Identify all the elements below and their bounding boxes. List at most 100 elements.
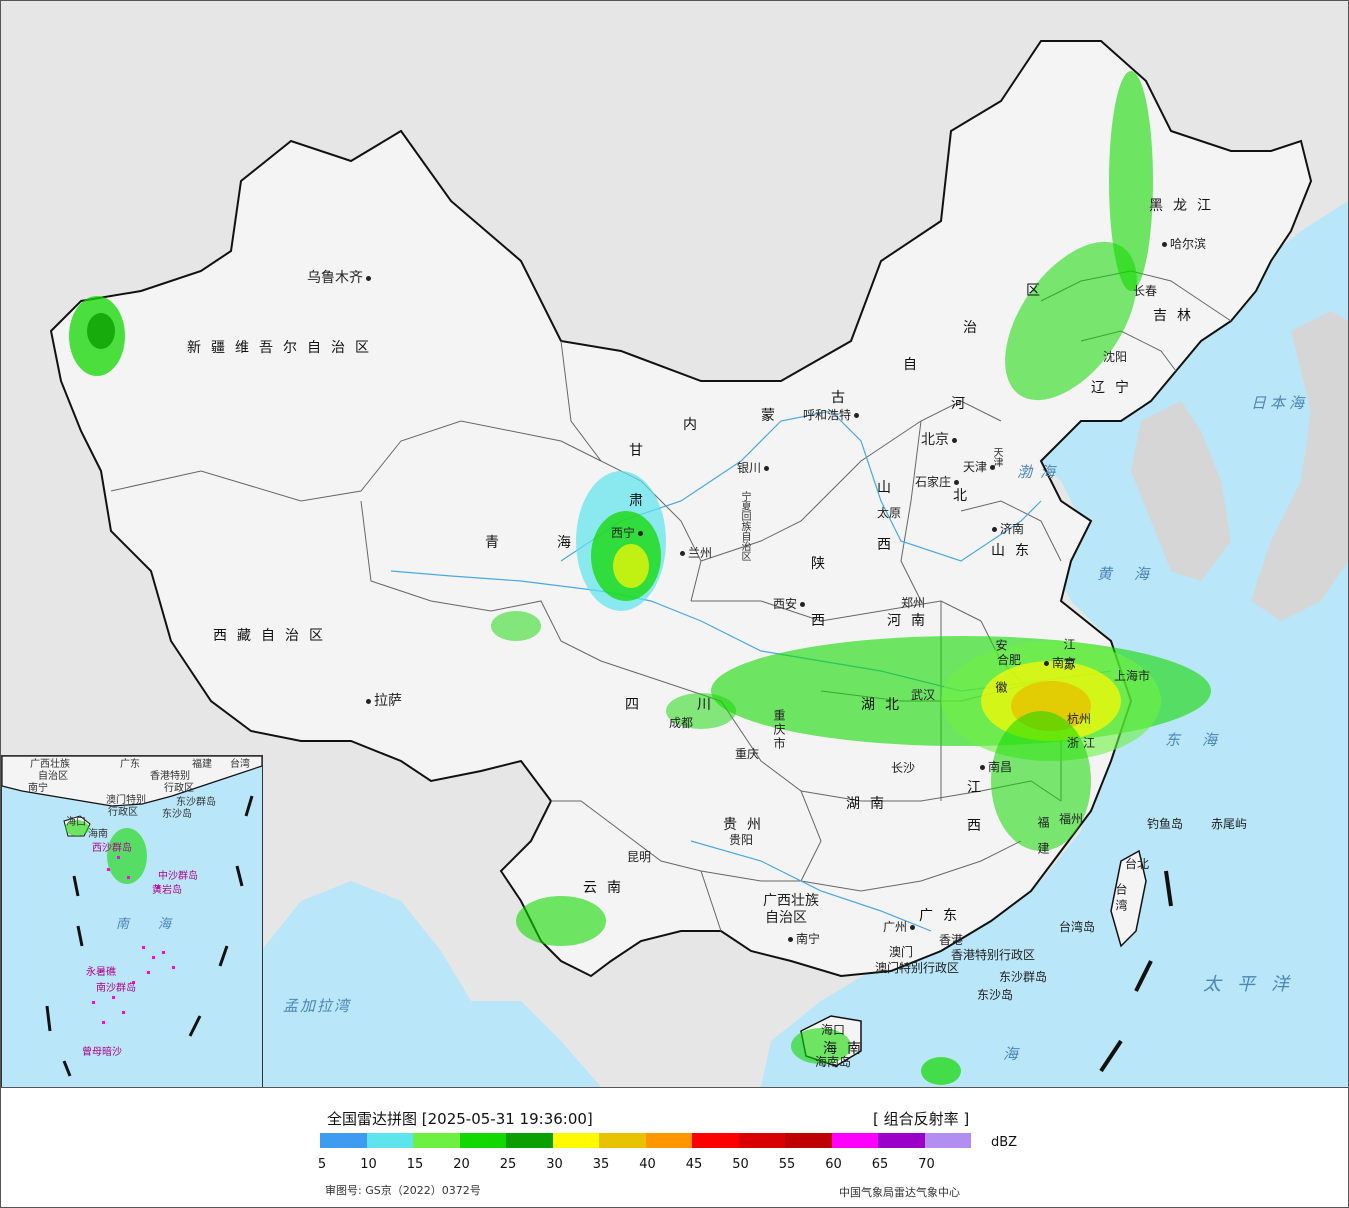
city-label: 乌鲁木齐 (307, 271, 374, 285)
color-swatch (552, 1133, 599, 1148)
legend-area: 全国雷达拼图 [2025-05-31 19:36:00] [ 组合反射率 ] d… (1, 1088, 1348, 1207)
color-swatch (692, 1133, 739, 1148)
color-swatch (366, 1133, 413, 1148)
province-label: 新疆维吾尔自治区 (187, 340, 379, 356)
credit-label: 中国气象局雷达气象中心 (839, 1186, 960, 1199)
scale-tick-label: 25 (499, 1157, 517, 1172)
city-label: 郑州 (901, 596, 926, 610)
sea-bay-of-bengal (261, 881, 601, 1087)
inset-label: 曾母暗沙 (82, 1047, 122, 1058)
scale-tick-label: 15 (406, 1157, 424, 1172)
island-label: 赤尾屿 (1211, 817, 1248, 831)
province-label: 重庆市 (772, 709, 786, 751)
province-label: 上海市 (1114, 669, 1151, 683)
city-label: 济南 (989, 523, 1024, 535)
color-swatch (785, 1133, 832, 1148)
sea-label: 东海 (1165, 731, 1240, 749)
city-label: 长春 (1133, 284, 1158, 298)
city-label: 台北 (1125, 857, 1150, 871)
city-label: 沈阳 (1103, 350, 1128, 364)
map-area[interactable]: 新疆维吾尔自治区 西藏自治区 青 海 甘 内 蒙 古 自 治 区 黑龙江 吉林 … (1, 1, 1348, 1088)
inset-label: 行政区 (108, 807, 138, 818)
province-label: 河南 (887, 613, 935, 629)
city-label: 昆明 (627, 850, 652, 864)
korea-land (1131, 401, 1231, 581)
sea-label: 日本海 (1251, 394, 1309, 412)
island-label: 东沙群岛 (999, 970, 1048, 984)
inset-canvas (2, 756, 262, 1077)
inset-islands (92, 856, 175, 1024)
province-label: 北 (953, 488, 977, 504)
sea-label: 海 (1003, 1045, 1027, 1063)
city-label: 福州 (1059, 812, 1084, 826)
inset-label: 西沙群岛 (92, 843, 132, 854)
province-label: 西 (811, 613, 835, 629)
province-label: 西 (877, 537, 901, 553)
sea-label: 黄海 (1097, 565, 1172, 583)
province-label: 安徽 (994, 639, 1008, 723)
inset-label: 广东 (120, 759, 140, 770)
city-label: 合肥 (997, 653, 1022, 667)
city-label: 重庆 (735, 747, 760, 761)
city-label: 广州 (883, 921, 918, 933)
sea-label: 孟加拉湾 (283, 997, 352, 1015)
inset-label: 台湾 (230, 759, 250, 770)
scale-tick-label: 60 (825, 1157, 842, 1172)
province-label: 区 (1026, 283, 1050, 299)
city-label: 贵阳 (729, 833, 754, 847)
city-label: 天津 (963, 461, 998, 473)
island-label: 钓鱼岛 (1147, 817, 1184, 831)
inset-label: 中沙群岛 (158, 871, 198, 882)
inset-label: 香港特别 (150, 771, 190, 782)
scale-tick-label: 55 (778, 1157, 796, 1172)
province-label: 江 (967, 780, 991, 796)
province-label: 山东 (991, 543, 1039, 559)
province-label: 贵州 (723, 817, 771, 833)
color-scale-bar (320, 1133, 971, 1148)
scale-tick-label: 40 (639, 1157, 656, 1172)
map-canvas (49, 40, 1348, 1087)
inset-label: 福建 (192, 759, 212, 770)
province-label: 内 (683, 417, 707, 433)
inset-land (2, 756, 262, 807)
city-label: 北京 (921, 433, 960, 447)
inset-label: 海口 (66, 817, 86, 828)
inset-label: 行政区 (164, 783, 194, 794)
province-label: 广西壮族 (763, 893, 819, 909)
south-china-sea-inset: 广西壮族 自治区 广东 福建 台湾 南宁 香港特别 行政区 澳门特别 行政区 东… (1, 755, 263, 1087)
city-label: 成都 (669, 716, 694, 730)
province-label: 福建 (1036, 816, 1050, 868)
province-label: 宁夏回族自治区 (739, 491, 750, 561)
scale-tick-label: 20 (453, 1157, 470, 1172)
province-label: 蒙 (761, 408, 785, 424)
color-swatch (924, 1133, 971, 1148)
sea-label: 渤海 (1017, 463, 1064, 481)
province-label: 西 (967, 818, 991, 834)
province-label: 浙江 (1067, 736, 1100, 750)
province-label: 陕 (811, 556, 835, 572)
province-label: 江苏 (1062, 638, 1076, 678)
city-label: 呼和浩特 (803, 409, 862, 421)
inset-label: 自治区 (38, 771, 68, 782)
province-label: 青 (485, 535, 509, 551)
province-label: 吉林 (1153, 308, 1201, 324)
province-label: 广东 (919, 908, 967, 924)
province-label: 香港特别行政区 (951, 948, 1036, 962)
province-label: 澳门特别行政区 (875, 961, 960, 975)
city-label: 南京 (1041, 657, 1076, 669)
island-label: 海南岛 (815, 1055, 852, 1069)
city-label: 兰州 (677, 547, 712, 559)
inset-label: 南宁 (28, 783, 48, 794)
legend-title: 全国雷达拼图 [2025-05-31 19:36:00] (327, 1110, 593, 1128)
scale-tick-label: 50 (732, 1157, 749, 1172)
unit-label: dBZ (991, 1135, 1018, 1150)
sea-label: 太平洋 (1203, 974, 1305, 995)
province-label: 河 (951, 396, 975, 412)
province-label: 湖北 (861, 697, 909, 713)
city-label: 长沙 (891, 761, 916, 775)
province-label: 治 (963, 320, 987, 336)
color-swatch (599, 1133, 646, 1148)
province-label: 黑龙江 (1149, 198, 1221, 214)
island-label: 东沙岛 (977, 988, 1014, 1002)
province-label: 海南 (823, 1041, 871, 1057)
